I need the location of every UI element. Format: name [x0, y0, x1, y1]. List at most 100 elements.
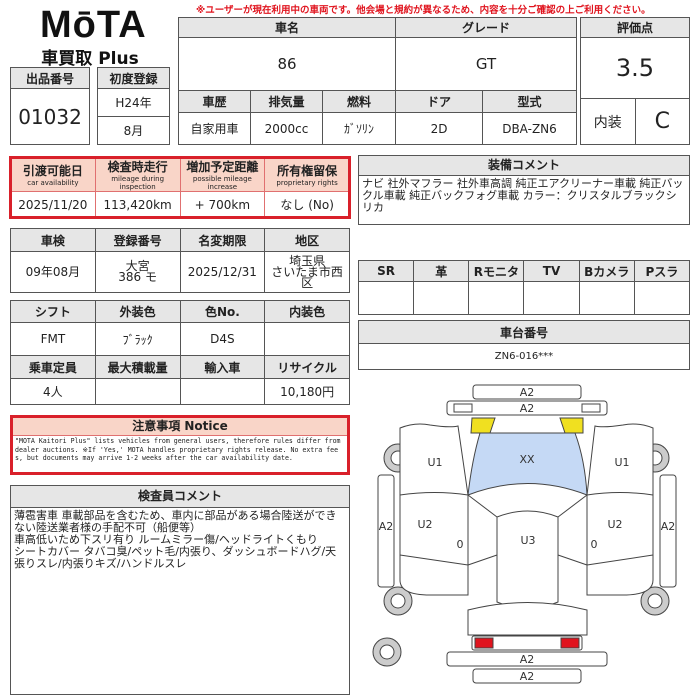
car-history_label: 車歴: [178, 90, 251, 113]
specs-headers1-2: 色No.: [179, 300, 266, 323]
right-panel: [586, 423, 654, 596]
availability-table: 引渡可能日 car availability 検査時走行 mileage durin…: [9, 156, 351, 219]
equipment-comment-box: 装備コメント ナビ 社外マフラー 社外車高調 純正エアクリーナー車載 純正バック…: [358, 155, 690, 225]
car-model: DBA-ZN6: [481, 112, 578, 145]
chassis-label: 車台番号: [358, 320, 690, 344]
inspector-body: 薄雹害車 車載部品を含むため、車内に部品がある場合陸送ができない陸送業者様の手配…: [14, 509, 337, 570]
interior-grade: C: [634, 98, 690, 145]
rating-score: 3.5: [580, 37, 690, 99]
diagram-left_front: U1: [427, 456, 442, 469]
diagram-rear_bumper: A2: [520, 653, 535, 666]
first-registration-table: 初度登録 H24年 8月: [97, 67, 170, 145]
chassis-number: ZN6-016***: [358, 343, 690, 370]
registration-values-0: 09年08月: [10, 251, 96, 293]
first_reg-label: 初度登録: [97, 67, 170, 89]
logo: MōTA 車買取 Plus: [40, 6, 146, 69]
rating-interior_label: 内装: [580, 98, 636, 145]
car-grade_label: グレード: [394, 17, 578, 38]
specs-headers2-3: リサイクル: [264, 355, 350, 379]
options-values-4: [578, 281, 635, 315]
car-info-table: 車名 グレード 86 GT 車歴 排気量 燃料 ドア 型式 自家用車 2000cc ｶﾞｿﾘﾝ 2…: [178, 17, 578, 145]
availability-headers-1-en: mileage during inspection: [111, 175, 165, 191]
options-headers-1: 革: [413, 260, 470, 282]
availability-values-2: + 700km: [179, 191, 266, 218]
specs-headers1-0: シフト: [10, 300, 96, 323]
car-doors_label: ドア: [395, 90, 483, 113]
specs-table: シフト 外装色 色No. 内装色 FMT ﾌﾞﾗｯｸ D4S 乗車定員 最大積載量 輸入車 リサ…: [10, 300, 350, 405]
availability-headers-2-en: possible mileage increase: [192, 175, 252, 191]
equipment-body: ナビ 社外マフラー 社外車高調 純正エアクリーナー車載 純正バックル車載 純正バ…: [362, 177, 684, 214]
car-fuel: ｶﾞｿﾘﾝ: [322, 112, 396, 145]
inspector-title: 検査員コメント: [11, 486, 349, 508]
specs-values2-2: [179, 378, 266, 405]
headlight-left: [470, 417, 496, 434]
damage-diagram: A2 A2 XX U1 U1 U2 U2 0 0 U3 A2 A2 A2 A2: [372, 384, 677, 684]
registration-headers-0: 車検: [10, 228, 96, 252]
diagram-left_pillar: 0: [457, 538, 464, 551]
inspector-comment-box: 検査員コメント 薄雹害車 車載部品を含むため、車内に部品がある場合陸送ができない…: [10, 485, 350, 695]
diagram-right_door: U2: [607, 518, 622, 531]
lot-number-table: 出品番号 01032: [10, 67, 90, 145]
car-displacement: 2000cc: [250, 112, 323, 145]
first_reg-year: H24年: [97, 88, 170, 117]
registration-values-1: 大宮 386 モ: [94, 251, 181, 293]
specs-headers2-1: 最大積載量: [94, 355, 181, 379]
availability-values-1: 113,420km: [94, 191, 181, 218]
car-model_label: 型式: [481, 90, 578, 113]
rating-table: 評価点 3.5 内装 C: [580, 17, 690, 145]
taillight-left: [474, 637, 494, 649]
options-headers-5: Pスラ: [633, 260, 691, 282]
diagram-left_sill: A2: [379, 520, 394, 533]
first_reg-month: 8月: [97, 116, 170, 145]
options-values-0: [357, 281, 415, 315]
diagram-hood: XX: [519, 453, 535, 466]
car-history: 自家用車: [178, 112, 251, 145]
specs-headers1-3: 内装色: [264, 300, 350, 323]
registration-table: 車検 登録番号 名変期限 地区 09年08月 大宮 386 モ 2025/12/31 埼玉県…: [10, 228, 350, 293]
taillight-right: [560, 637, 580, 649]
availability-headers-3-ja: 所有権留保: [277, 164, 338, 178]
options-headers-0: SR: [357, 260, 415, 282]
registration-values-3: 埼玉県 さいたま市西区: [264, 251, 350, 293]
specs-values1-1: ﾌﾞﾗｯｸ: [94, 322, 181, 356]
options-values-1: [413, 281, 470, 315]
car-displacement_label: 排気量: [250, 90, 323, 113]
options-values-5: [633, 281, 691, 315]
car-name_label: 車名: [178, 17, 396, 38]
specs-values1-3: [264, 322, 350, 356]
diagram-rear_bumper2: A2: [520, 670, 535, 683]
diagram-right_pillar: 0: [591, 538, 598, 551]
registration-headers-2: 名変期限: [179, 228, 266, 252]
specs-headers2-0: 乗車定員: [10, 355, 96, 379]
options-values-3: [523, 281, 580, 315]
availability-headers-3-en: proprietary rights: [276, 179, 338, 187]
specs-values1-0: FMT: [10, 322, 96, 356]
diagram-front_bumper: A2: [520, 386, 535, 399]
roof: [496, 510, 559, 609]
options-headers-3: TV: [523, 260, 580, 282]
diagram-right_sill: A2: [661, 520, 676, 533]
headlight-right: [559, 417, 584, 434]
car-name: 86: [178, 37, 396, 91]
diagram-right_front: U1: [614, 456, 629, 469]
diagram-front_bumper2: A2: [520, 402, 535, 415]
diagram-left_door: U2: [417, 518, 432, 531]
notice-box: 注意事項 Notice "MOTA Kaitori Plus" lists ve…: [10, 415, 350, 475]
specs-values2-0: 4人: [10, 378, 96, 405]
registration-values-2: 2025/12/31: [179, 251, 266, 293]
lot-number: 01032: [10, 88, 90, 145]
rating-label: 評価点: [580, 17, 690, 38]
specs-values1-2: D4S: [179, 322, 266, 356]
warning-text: ※ユーザーが現在利用中の車両です。他会場と規約が異なるため、内容を十分ご確認の上…: [196, 5, 651, 16]
specs-headers1-1: 外装色: [94, 300, 181, 323]
options-values-2: [468, 281, 525, 315]
car-doors: 2D: [395, 112, 483, 145]
car-fuel_label: 燃料: [322, 90, 396, 113]
availability-headers-0-en: car availability: [27, 179, 79, 187]
grade: GT: [394, 37, 578, 91]
availability-values-0: 2025/11/20: [10, 191, 96, 218]
logo-sub: 車買取 Plus: [41, 49, 139, 69]
specs-values2-3: 10,180円: [264, 378, 350, 405]
chassis-table: 車台番号 ZN6-016***: [358, 320, 690, 370]
hood: [467, 432, 588, 496]
